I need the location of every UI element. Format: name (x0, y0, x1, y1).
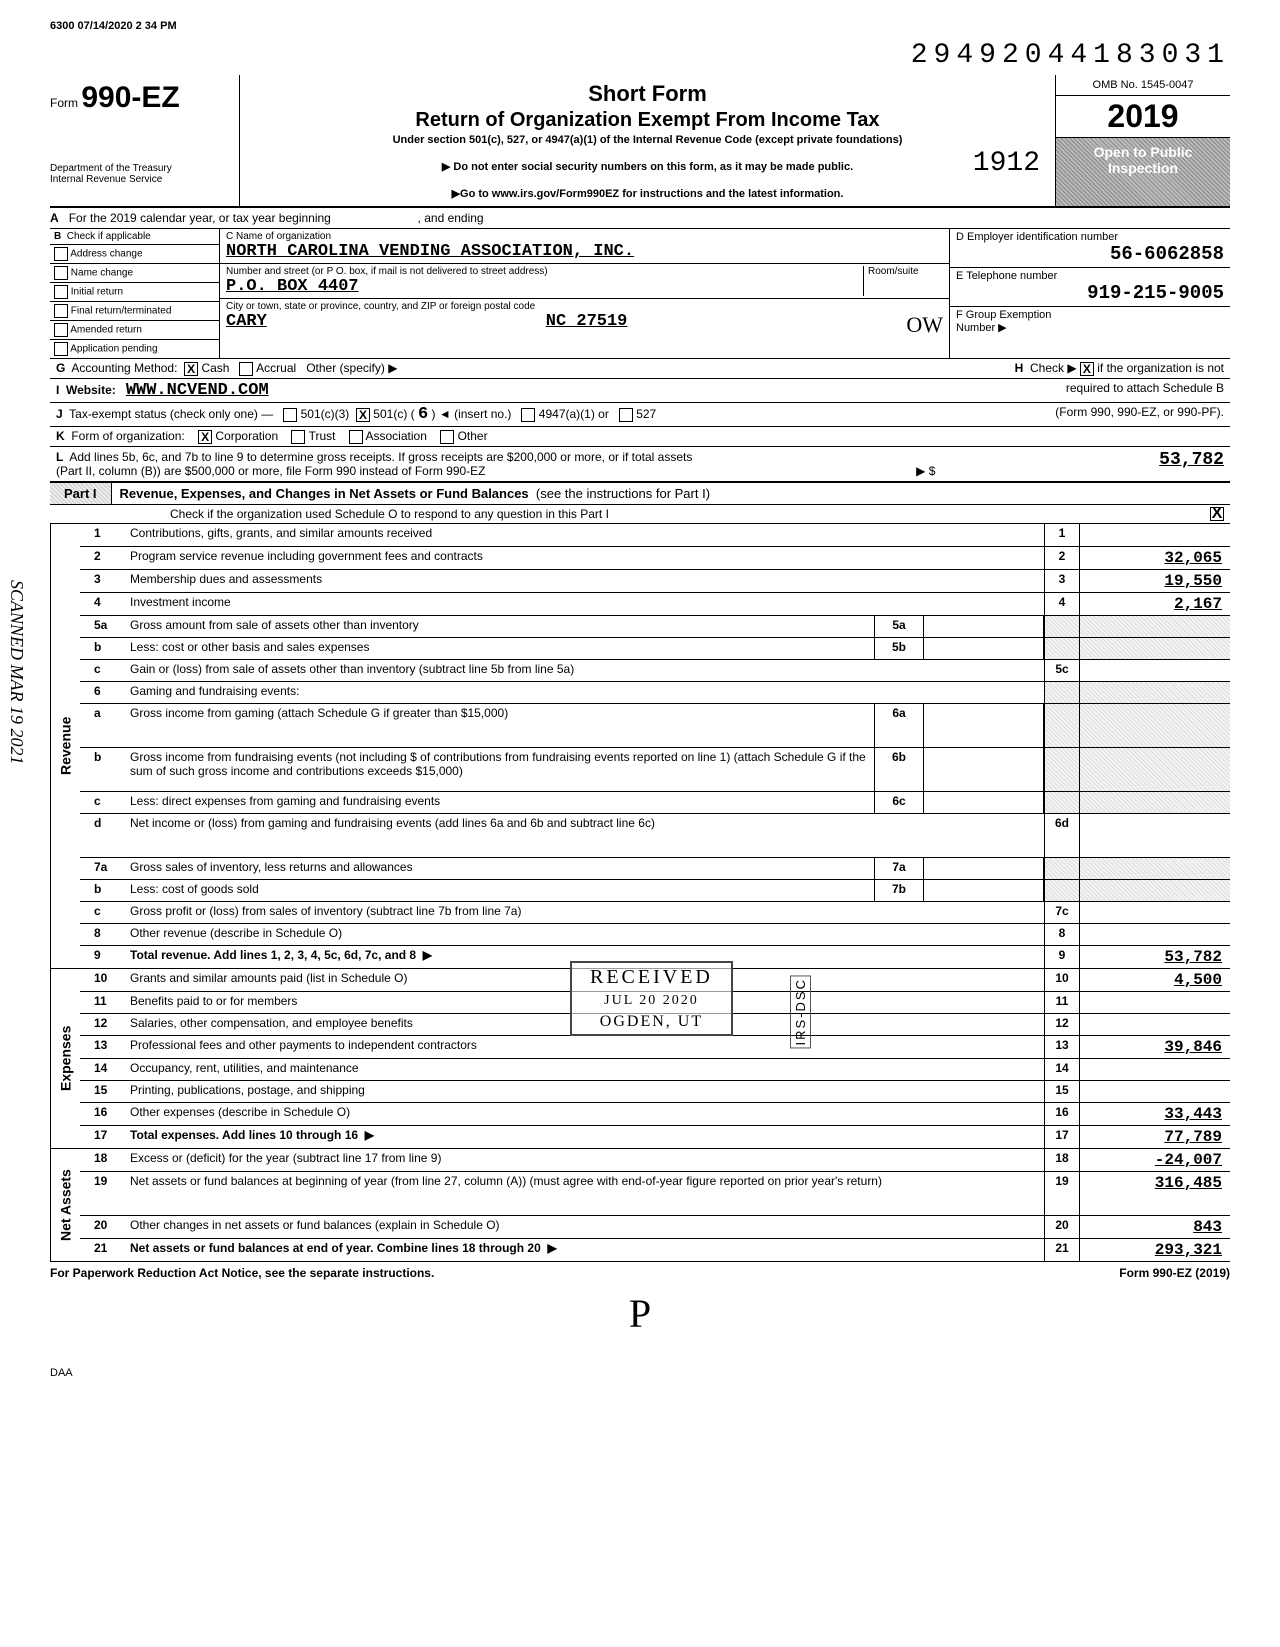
org-address: P.O. BOX 4407 (226, 277, 863, 296)
phone: 919-215-9005 (956, 282, 1224, 304)
paperwork-notice: For Paperwork Reduction Act Notice, see … (50, 1266, 434, 1280)
expenses-section: Expenses 10Grants and similar amounts pa… (50, 969, 1230, 1149)
row-k: K Form of organization: X Corporation Tr… (50, 427, 1230, 447)
line-14: 14Occupancy, rent, utilities, and mainte… (80, 1058, 1230, 1080)
chk-address: Address change (50, 245, 219, 264)
part1-header: Part I Revenue, Expenses, and Changes in… (50, 483, 1230, 505)
form-header: Form 990-EZ Department of the Treasury I… (50, 75, 1230, 208)
open-public-2: Inspection (1058, 160, 1228, 176)
scanned-stamp: SCANNED MAR 19 2021 (6, 580, 27, 765)
org-city: CARY (226, 312, 267, 338)
col-def: D Employer identification number 56-6062… (950, 229, 1230, 358)
room-suite: Room/suite (863, 266, 943, 296)
chk-initial: Initial return (50, 283, 219, 302)
line-: bLess: cost or other basis and sales exp… (80, 637, 1230, 659)
received-stamp: RECEIVED JUL 20 2020 OGDEN, UT (570, 961, 733, 1036)
timestamp: 6300 07/14/2020 2 34 PM (50, 20, 1230, 32)
phone-hdr: E Telephone number (956, 270, 1224, 282)
line-7c: cGross profit or (loss) from sales of in… (80, 901, 1230, 923)
line-: bLess: cost of goods sold7b (80, 879, 1230, 901)
subtitle: Under section 501(c), 527, or 4947(a)(1)… (250, 134, 1045, 146)
line-: cLess: direct expenses from gaming and f… (80, 791, 1230, 813)
line-: 7aGross sales of inventory, less returns… (80, 857, 1230, 879)
line-: aGross income from gaming (attach Schedu… (80, 703, 1230, 747)
expenses-label: Expenses (50, 969, 80, 1148)
addr-hdr: Number and street (or P O. box, if mail … (226, 266, 863, 277)
col-c-hdr: C Name of organization (226, 231, 943, 242)
form-name: 990-EZ (81, 81, 179, 114)
col-b-hdr: Check if applicable (67, 231, 151, 242)
line-19: 19Net assets or fund balances at beginni… (80, 1171, 1230, 1215)
dept-line2: Internal Revenue Service (50, 174, 231, 185)
form-prefix: Form (50, 96, 78, 110)
row-j: J Tax-exempt status (check only one) — 5… (50, 403, 1230, 427)
handwritten-stamp: 1912 (973, 148, 1040, 179)
line-3: 3Membership dues and assessments319,550 (80, 569, 1230, 592)
col-c: C Name of organization NORTH CAROLINA VE… (220, 229, 950, 358)
omb-number: OMB No. 1545-0047 (1056, 75, 1230, 96)
part1-sub: Check if the organization used Schedule … (50, 505, 1230, 524)
line-15: 15Printing, publications, postage, and s… (80, 1080, 1230, 1102)
warn-ssn: ▶ Do not enter social security numbers o… (250, 160, 1045, 173)
chk-final: Final return/terminated (50, 302, 219, 321)
document-number: 29492044183031 (50, 40, 1230, 71)
form-footer: Form 990-EZ (2019) (1119, 1266, 1230, 1280)
line-: 5aGross amount from sale of assets other… (80, 615, 1230, 637)
block-b-to-f: B Check if applicable Address change Nam… (50, 229, 1230, 359)
handwritten-initials: OW (906, 312, 943, 338)
tax-year: 2019 (1056, 96, 1230, 138)
row-i: I Website: WWW.NCVEND.COM required to at… (50, 379, 1230, 403)
label-a: A (50, 211, 59, 225)
irs-dsc-stamp: IRS-DSC (790, 975, 811, 1048)
line-: 6Gaming and fundraising events: (80, 681, 1230, 703)
website: WWW.NCVEND.COM (126, 381, 269, 400)
col-b: B Check if applicable Address change Nam… (50, 229, 220, 358)
group-exempt-hdr: F Group Exemption (956, 309, 1224, 321)
line-21: 21Net assets or fund balances at end of … (80, 1238, 1230, 1261)
daa: DAA (50, 1367, 1230, 1379)
open-public-1: Open to Public (1058, 144, 1228, 160)
line-5c: cGain or (loss) from sale of assets othe… (80, 659, 1230, 681)
line-2: 2Program service revenue including gover… (80, 546, 1230, 569)
short-form: Short Form (250, 81, 1045, 107)
line-16: 16Other expenses (describe in Schedule O… (80, 1102, 1230, 1125)
line-18: 18Excess or (deficit) for the year (subt… (80, 1149, 1230, 1171)
line-1: 1Contributions, gifts, grants, and simil… (80, 524, 1230, 546)
city-hdr: City or town, state or province, country… (226, 301, 943, 312)
ein-hdr: D Employer identification number (956, 231, 1224, 243)
netassets-section: Net Assets 18Excess or (deficit) for the… (50, 1149, 1230, 1262)
line-6d: dNet income or (loss) from gaming and fu… (80, 813, 1230, 857)
group-exempt-num: Number ▶ (956, 321, 1224, 334)
line-13: 13Professional fees and other payments t… (80, 1035, 1230, 1058)
gross-receipts: 53,782 (1159, 450, 1224, 478)
netassets-label: Net Assets (50, 1149, 80, 1261)
line-8: 8Other revenue (describe in Schedule O)8 (80, 923, 1230, 945)
footer: For Paperwork Reduction Act Notice, see … (50, 1262, 1230, 1280)
part1-tag: Part I (50, 483, 112, 504)
org-name: NORTH CAROLINA VENDING ASSOCIATION, INC. (226, 242, 943, 261)
chk-name: Name change (50, 264, 219, 283)
line-20: 20Other changes in net assets or fund ba… (80, 1215, 1230, 1238)
row-a-text2: , and ending (418, 211, 484, 225)
line-4: 4Investment income42,167 (80, 592, 1230, 615)
revenue-label: Revenue (50, 524, 80, 968)
row-a-text1: For the 2019 calendar year, or tax year … (69, 211, 331, 225)
dept-line1: Department of the Treasury (50, 163, 231, 174)
ein: 56-6062858 (956, 243, 1224, 265)
return-title: Return of Organization Exempt From Incom… (250, 109, 1045, 132)
signature-initial: P (50, 1290, 1230, 1337)
goto-url: ▶Go to www.irs.gov/Form990EZ for instruc… (250, 187, 1045, 200)
row-a: A For the 2019 calendar year, or tax yea… (50, 208, 1230, 229)
line-17: 17Total expenses. Add lines 10 through 1… (80, 1125, 1230, 1148)
chk-pending: Application pending (50, 340, 219, 358)
row-l: L Add lines 5b, 6c, and 7b to line 9 to … (50, 447, 1230, 483)
row-g-h: G Accounting Method: X Cash Accrual Othe… (50, 359, 1230, 379)
chk-amended: Amended return (50, 321, 219, 340)
line-: bGross income from fundraising events (n… (80, 747, 1230, 791)
revenue-section: Revenue 1Contributions, gifts, grants, a… (50, 524, 1230, 969)
org-state-zip: NC 27519 (546, 312, 628, 338)
